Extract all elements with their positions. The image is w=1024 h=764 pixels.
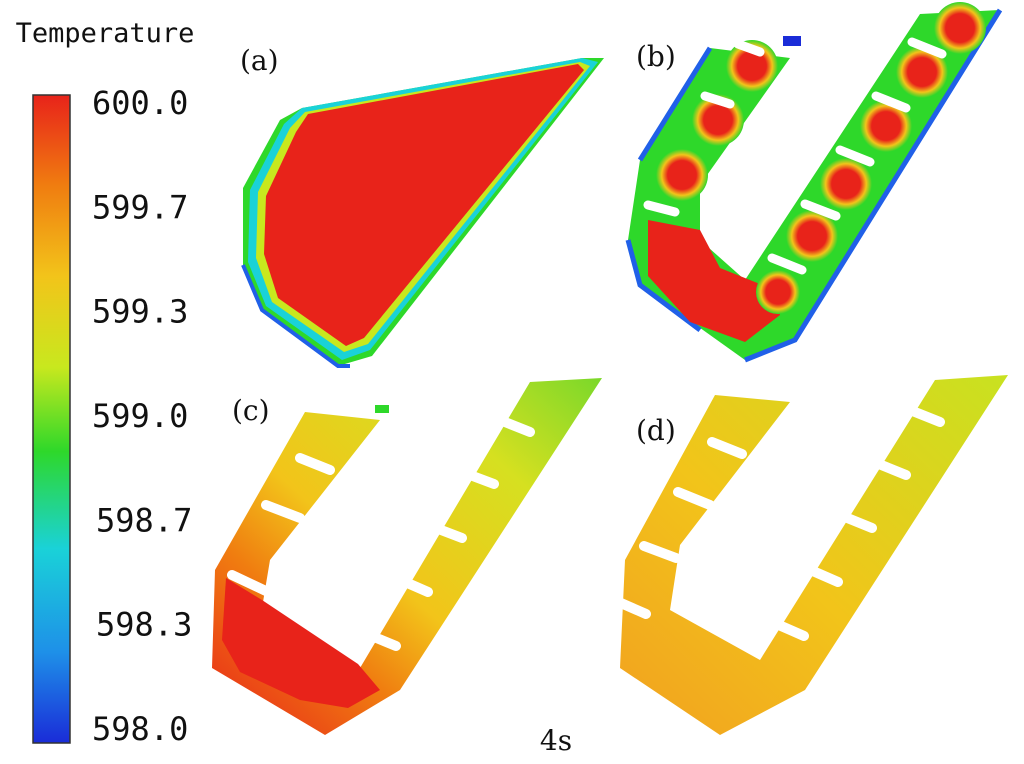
time-label: 4s: [540, 724, 572, 757]
panel-d-field: [609, 375, 1008, 735]
legend-title: Temperature: [16, 18, 195, 49]
panel-a-label: (a): [240, 44, 279, 77]
legend-tick-label: 598.0: [92, 710, 188, 748]
panel-a-field: [241, 58, 604, 368]
legend-ticks: 600.0 599.7 599.3 599.0 598.7 598.3 598.0: [92, 84, 192, 748]
legend-tick-label: 599.7: [92, 188, 188, 226]
legend-tick-label: 599.3: [92, 293, 188, 331]
panel-c-field: [212, 378, 602, 735]
legend-tick-label: 600.0: [92, 84, 188, 122]
panel-d-label: (d): [636, 414, 676, 447]
color-bar: [32, 94, 71, 744]
panel-b-field: [625, 2, 1003, 363]
legend-tick-label: 598.3: [96, 606, 192, 644]
legend-tick-label: 599.0: [92, 397, 188, 435]
legend-tick-label: 598.7: [96, 501, 192, 539]
panel-c-label: (c): [232, 394, 270, 427]
panel-b-label: (b): [636, 40, 676, 73]
